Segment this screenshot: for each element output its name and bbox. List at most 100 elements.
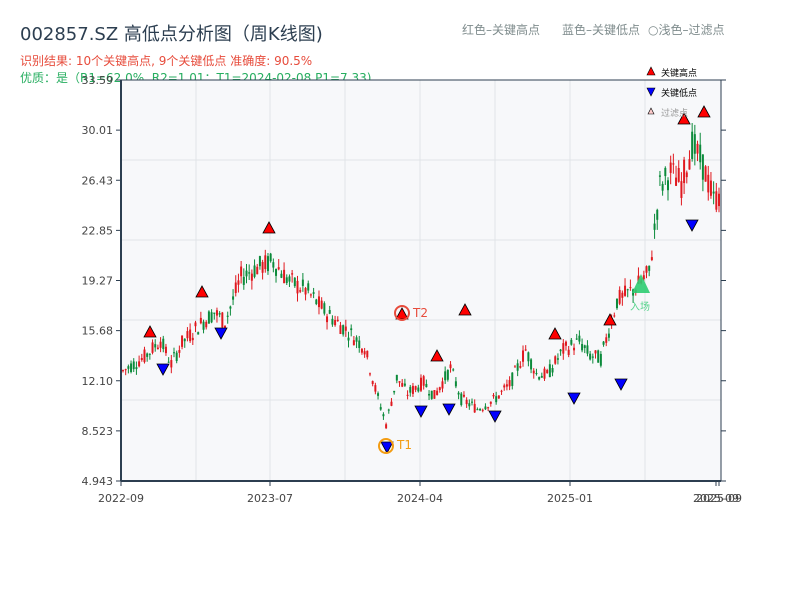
candle-body [516, 363, 519, 371]
t1-circle [378, 438, 394, 454]
candle-body [425, 383, 428, 388]
candle-body [285, 277, 288, 283]
candle-body [261, 261, 264, 273]
x-tick-label: 2025-09 [693, 492, 739, 505]
candle-body [683, 159, 686, 184]
candle-body [156, 347, 159, 350]
candle-body [401, 383, 404, 387]
candle-body [339, 325, 342, 335]
candle-body [567, 349, 570, 355]
candle-body [326, 316, 329, 323]
candle-body [258, 256, 261, 267]
y-tick-label: 19.27 [82, 275, 114, 288]
candle-body [256, 266, 259, 275]
candle-body [712, 191, 715, 194]
candle-body [181, 335, 184, 347]
candle-body [186, 331, 189, 339]
candle-body [551, 368, 554, 373]
candle-body [240, 266, 243, 277]
candle-body [151, 342, 154, 353]
candle-body [581, 344, 584, 351]
legend-top-red: 红色–关键高点 [462, 23, 541, 37]
entry-marker [632, 274, 650, 293]
candle-body [307, 283, 310, 291]
candle-body [680, 181, 683, 198]
candle-body [218, 313, 221, 315]
candle-body [535, 373, 538, 375]
candle-body [272, 262, 275, 268]
candle-body [449, 364, 452, 369]
candle-body [500, 390, 503, 392]
candle-body [460, 393, 463, 406]
candle-body [403, 383, 406, 386]
candle-body [573, 347, 576, 351]
candle-body [438, 387, 441, 391]
candle-body [626, 289, 629, 291]
plot-area [121, 80, 721, 481]
candle-body [495, 396, 498, 403]
candle-body [202, 321, 205, 330]
candle-body [446, 369, 449, 380]
candle-body [524, 349, 527, 351]
candle-body [173, 352, 176, 354]
candle-body [277, 267, 280, 270]
candle-body [669, 162, 672, 173]
key-high-marker [262, 221, 276, 234]
t2-label: T2 [412, 306, 428, 320]
candle-body [234, 282, 237, 294]
candle-body [468, 403, 471, 407]
candle-body [664, 167, 667, 177]
candle-body [497, 395, 500, 399]
x-tick-label: 2022-09 [98, 492, 144, 505]
candle-body [245, 270, 248, 277]
key-low-marker [380, 441, 394, 454]
candle-body [248, 272, 251, 274]
candle-body [589, 353, 592, 360]
key-low-marker [685, 219, 699, 232]
candle-body [210, 312, 213, 323]
candle-body [288, 276, 291, 282]
candle-body [280, 273, 283, 278]
x-tick-label: 2023-07 [247, 492, 293, 505]
candle-body [350, 328, 353, 331]
candle-body [124, 369, 127, 371]
candle-body [422, 376, 425, 386]
candle-body [143, 349, 146, 363]
candle-body [194, 322, 197, 327]
axes: 33.59 30.01 26.43 22.85 19.27 15.68 12.10 8.523… [82, 74, 742, 505]
candle-body [221, 312, 224, 328]
candle-body [642, 275, 645, 280]
candle-body [699, 144, 702, 163]
candle-body [344, 326, 347, 331]
candle-body [607, 333, 610, 338]
candle-body [556, 358, 559, 360]
key-high-marker [143, 325, 157, 338]
candle-body [648, 265, 651, 271]
key-low-marker [214, 327, 228, 340]
candle-body [132, 361, 135, 370]
candle-body [444, 371, 447, 381]
candle-body [709, 180, 712, 196]
candle-body [677, 167, 680, 182]
candle-body [199, 317, 202, 324]
key-high-marker [548, 327, 562, 340]
legend-label: 关键高点 [661, 67, 697, 79]
candle-body [360, 348, 363, 353]
candle-body [624, 285, 627, 296]
candle-body [591, 356, 594, 358]
candle-body [232, 296, 235, 300]
candle-body [452, 369, 455, 371]
candle-body [691, 131, 694, 159]
candle-body [578, 335, 581, 342]
candle-body [562, 343, 565, 354]
candle-body [167, 361, 170, 363]
candle-body [159, 341, 162, 348]
candle-body [363, 351, 366, 355]
candle-body [382, 414, 385, 417]
candle-body [522, 350, 525, 362]
candle-body [457, 392, 460, 395]
candle-body [205, 321, 208, 328]
candle-body [162, 338, 165, 350]
candle-body [479, 409, 482, 411]
candle-body [183, 338, 186, 342]
